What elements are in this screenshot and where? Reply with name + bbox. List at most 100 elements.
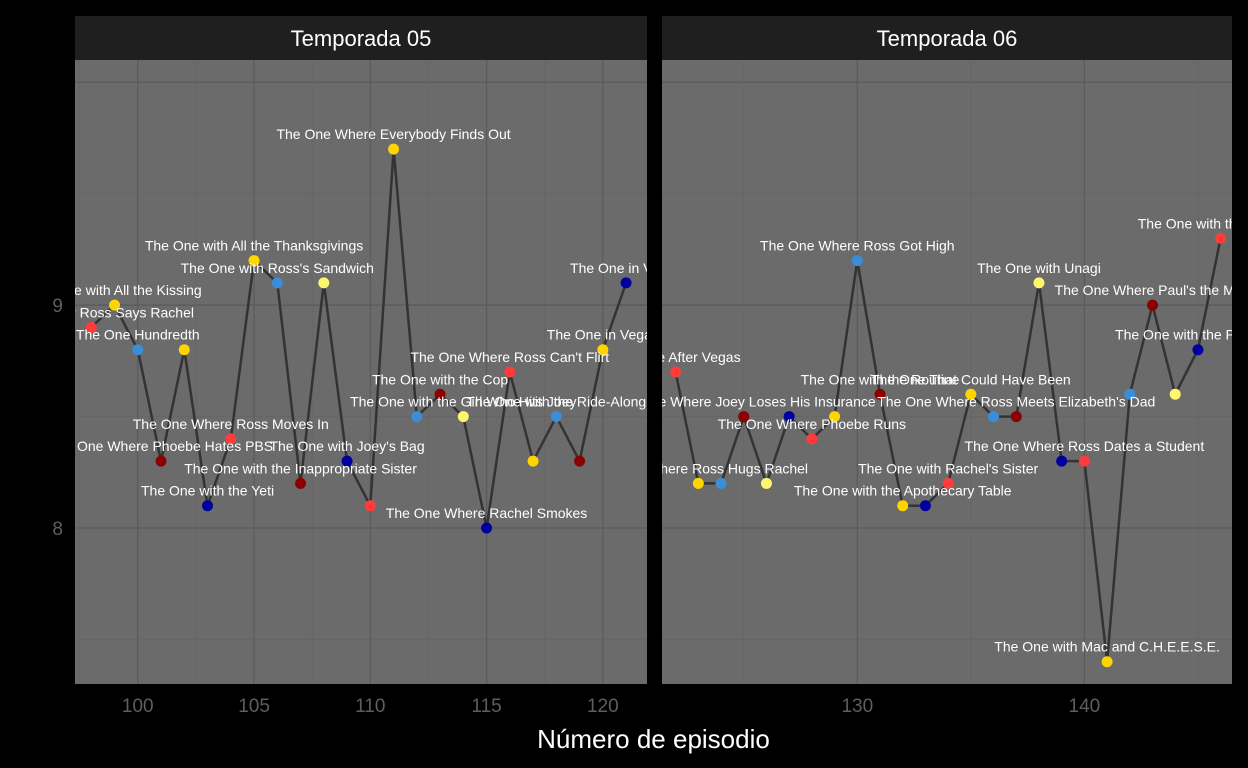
data-label: The One in Vegas — [547, 327, 659, 343]
data-point — [738, 411, 750, 423]
facet-panel-2: Temporada 06 The One After Vegas The One W… — [589, 16, 1248, 717]
facet-title: Temporada 05 — [291, 26, 432, 51]
x-tick-label: 110 — [355, 696, 385, 717]
data-point — [1056, 455, 1068, 467]
data-label: The One with the Girl Who Hits Joey — [350, 394, 576, 410]
data-point — [527, 455, 539, 467]
data-point — [434, 388, 446, 400]
data-point — [1147, 299, 1159, 311]
data-point — [783, 411, 795, 423]
facet-title: Temporada 06 — [877, 26, 1018, 51]
x-tick-label: 140 — [1069, 696, 1101, 717]
data-label: The One Where Paul's the Man — [1055, 282, 1248, 298]
data-point — [1010, 411, 1022, 423]
data-label: The One That Could Have Been — [871, 371, 1071, 387]
data-point — [1192, 344, 1204, 356]
data-point — [1078, 455, 1090, 467]
x-tick-label: 130 — [841, 696, 873, 717]
data-label: The One with the Yeti — [141, 483, 274, 499]
data-point — [760, 477, 772, 489]
data-point — [248, 255, 260, 267]
data-point — [341, 455, 353, 467]
data-point — [919, 500, 931, 512]
data-point — [670, 366, 682, 378]
data-label: The One with the Inappropriate Sister — [184, 460, 417, 476]
data-label: The One Where Ross Moves In — [133, 416, 329, 432]
data-point — [388, 143, 400, 155]
data-label: The One with Mac and C.H.E.E.S.E. — [994, 639, 1220, 655]
data-label: The One with the Proposal — [1138, 215, 1248, 231]
data-point — [457, 411, 469, 423]
data-label: The One Where Ross Got High — [760, 238, 955, 254]
data-point — [411, 411, 423, 423]
data-label: The One Where Everybody Finds Out — [276, 126, 510, 142]
data-label: The One Where Ross Meets Elizabeth's Dad — [877, 394, 1155, 410]
data-label: The One with the Cop — [372, 371, 508, 387]
data-label: The One with All the Thanksgivings — [145, 238, 363, 254]
data-label: The One with All the Kissing — [27, 282, 201, 298]
x-tick-label: 100 — [122, 696, 154, 717]
data-point — [806, 433, 818, 445]
data-label: The One Where Phoebe Runs — [718, 416, 906, 432]
data-point — [271, 277, 283, 289]
facet-panel-1: Temporada 05 The One After Ross Says Rach… — [0, 16, 682, 717]
data-point — [1169, 388, 1181, 400]
data-point — [225, 433, 237, 445]
data-label: The One Hundredth — [76, 327, 200, 343]
series-line — [90, 148, 628, 529]
data-point — [1033, 277, 1045, 289]
data-point — [155, 455, 167, 467]
data-label: The One Where Joey Loses His Insurance — [612, 394, 876, 410]
x-tick-label: 105 — [238, 696, 270, 717]
data-point — [1124, 388, 1136, 400]
data-label: The One with the Proposal — [1115, 327, 1248, 343]
data-point — [202, 500, 214, 512]
data-point — [178, 344, 190, 356]
data-point — [574, 455, 586, 467]
data-point — [504, 366, 516, 378]
data-point — [988, 411, 1000, 423]
data-label: The One After Ross Says Rachel — [0, 304, 194, 320]
data-label: The One Where Phoebe Hates PBS — [49, 438, 273, 454]
data-label: The One Where Rachel Smokes — [386, 505, 588, 521]
data-point — [620, 277, 632, 289]
data-point — [295, 477, 307, 489]
data-point — [715, 477, 727, 489]
x-tick-label: 120 — [587, 696, 619, 717]
data-point — [109, 299, 121, 311]
data-label: The One After Vegas — [611, 349, 741, 365]
data-label: The One with Rachel's Sister — [858, 460, 1038, 476]
data-point — [481, 522, 493, 534]
data-label: The One with Ross's Sandwich — [181, 260, 374, 276]
data-point — [692, 477, 704, 489]
x-tick-label: 115 — [471, 696, 501, 717]
panel-background — [75, 60, 647, 684]
data-point — [942, 477, 954, 489]
facet-strip — [662, 16, 1232, 60]
data-point — [364, 500, 376, 512]
data-point — [1215, 232, 1227, 244]
y-tick-label: 8 — [52, 519, 63, 540]
data-label: The One Where Ross Can't Flirt — [410, 349, 609, 365]
data-label: The One with Unagi — [977, 260, 1101, 276]
data-label: The One Where Ross Dates a Student — [965, 438, 1205, 454]
data-point — [897, 500, 909, 512]
data-label: The One in Vegas — [570, 260, 682, 276]
data-point — [597, 344, 609, 356]
data-point — [85, 321, 97, 333]
data-label: The One with the Ride-Along — [466, 394, 646, 410]
data-point — [851, 255, 863, 267]
data-point — [132, 344, 144, 356]
data-label: The One Where Ross Hugs Rachel — [589, 460, 808, 476]
data-label: The One with the Routine — [801, 371, 960, 387]
data-point — [318, 277, 330, 289]
data-point — [1101, 656, 1113, 668]
y-tick-label: 9 — [52, 296, 63, 317]
data-point — [550, 411, 562, 423]
data-label: The One with Joey's Bag — [269, 438, 424, 454]
facet-strip — [75, 16, 647, 60]
panel-background — [662, 60, 1232, 684]
data-point — [829, 411, 841, 423]
data-label: The One with the Apothecary Table — [794, 483, 1012, 499]
